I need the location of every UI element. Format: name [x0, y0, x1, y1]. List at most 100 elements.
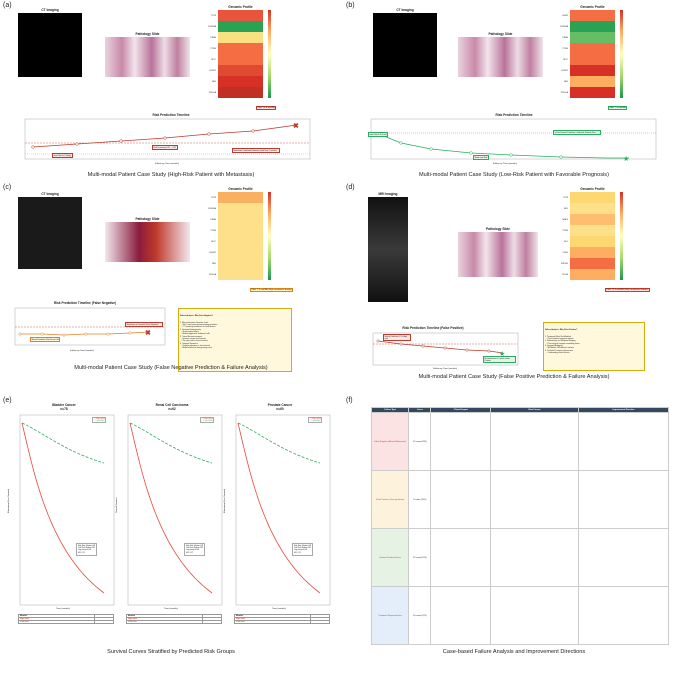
table-row: False Positive (Over-prediction) 8 cases … [370, 470, 670, 529]
root-causes [490, 470, 579, 529]
caption: Multi-modal Patient Case Study (Low-Risk… [419, 172, 609, 178]
heatmap-row: CDKN2A [560, 21, 615, 32]
tmb-badge: TMB: 7.5 mut/Mb [608, 106, 627, 110]
improvement-direction [577, 528, 670, 587]
km-ylabel: Metastasis-Free Survival [8, 488, 10, 513]
gene-label: FGFR1 [209, 251, 216, 254]
case-count: 8 cases (10%) [408, 470, 432, 529]
ct-title: CT Imaging [41, 8, 59, 12]
gene-label: CDKN2A [207, 207, 216, 210]
note-metastasis: Metastasis at 6 months (False Negative) [125, 322, 163, 327]
analysis-title: Failure Analysis: Why False Negative? [180, 314, 213, 317]
heatmap-row: PTEN [563, 225, 615, 236]
risk-timeline: ★ [370, 118, 657, 163]
heatmap-row: MAP3 [563, 214, 615, 225]
heatmap-row: FGFR1 [209, 247, 263, 258]
risk-table: Months High Risk Low Risk [125, 614, 222, 624]
km-title: Prostate Cancer [267, 403, 293, 407]
risk-table: Months High Risk Low Risk [17, 614, 114, 624]
high-risk-curve [129, 422, 213, 594]
gene-label: PTEN [562, 47, 568, 50]
survival-marker: ★ [623, 155, 629, 163]
heatmap-row: NRL [564, 203, 615, 214]
failure-table: Failure Type Cases Clinical Impact Root … [370, 407, 670, 645]
gene-label: RB1 [212, 262, 216, 265]
km-stats: High Risk: Median: NR Low Risk: Median: … [292, 543, 314, 556]
gene-label: TP53 [211, 14, 216, 17]
km-ylabel: Overall Survival [116, 497, 118, 513]
gene-label: CDKN2A [559, 25, 568, 28]
ct-image [373, 13, 437, 77]
caption: Survival Curves Stratified by Predicted … [107, 649, 235, 655]
case-count: 15 cases (18%) [408, 412, 432, 471]
gene-label: PROM1 [560, 262, 568, 265]
panel-a: (a) CT Imaging Pathology Slide Genomic P… [0, 0, 342, 180]
case-count: 12 cases (14%) [408, 528, 432, 587]
km-n: n=78 [60, 407, 68, 411]
heatmap-row: TP53 [211, 10, 263, 21]
table-header-row: Failure Type Cases Clinical Impact Root … [370, 407, 670, 413]
root-causes [490, 412, 579, 471]
heatmap-row: MYC [212, 236, 263, 247]
gene-label: PIK3CA [560, 91, 568, 94]
table-row: Treatment Response Error 10 cases (12%) [370, 586, 670, 645]
gene-label: CDKN2A [207, 25, 216, 28]
genomic-heatmap: TP53 CDKN2A KRAS PTEN MYC FGFR1 RB1 PIK3CA [208, 192, 263, 280]
caption: Multi-modal Patient Case Study (High-Ris… [87, 172, 255, 178]
panel-b: (b) CT Imaging Pathology Slide Genomic P… [343, 0, 685, 180]
x-axis-label: Follow-up Time (months) [155, 163, 180, 165]
x-axis-label: Follow-up Time (months) [433, 368, 458, 370]
timeline-title: Risk Prediction Timeline (False Positive… [402, 326, 464, 330]
risk-timeline: ✖ [24, 118, 311, 160]
improvement-direction [577, 412, 670, 471]
low-risk-curve [237, 422, 321, 464]
pathology-image [105, 37, 190, 77]
colorbar [620, 192, 623, 280]
note-wrong: Wrong Prediction 0.79 (High risk) [383, 334, 411, 341]
risk-timeline: ✖ [14, 307, 166, 346]
failure-analysis-box: Failure Analysis: Why False Positive? 1.… [543, 322, 645, 371]
heatmap-row: TP53 [563, 192, 615, 203]
ct-title: CT Imaging [396, 8, 414, 12]
km-legend: — High Risk - - Low Risk [200, 417, 215, 423]
panel-d: (d) MRI Imaging Pathology Slide Genomic … [343, 182, 685, 382]
tmb-badge: TMB: 7.3 mut/Mb (High mutational burden) [250, 288, 294, 292]
high-risk-curve [237, 422, 321, 594]
km-n: n=60 [276, 407, 284, 411]
genomic-heatmap: TP53 NRL MAP3 PTEN BCL CDH1 PROM1 CTLA4 [561, 192, 615, 280]
note-stable: Stable Low Risk [473, 155, 489, 160]
gene-label: MYC [563, 58, 568, 61]
genomic-heatmap: EGFR CDKN2A KRAS PTEN MYC FGFR1 RB1 PIK3CA [560, 10, 615, 98]
failure-type: False Positive (Over-prediction) [370, 470, 410, 529]
pathology-image [458, 37, 543, 77]
note-increasing: Risk Increasing 0.81 → 0.87 [152, 145, 178, 150]
colorbar [620, 10, 623, 98]
heatmap-row: MYC [564, 54, 615, 65]
km-stats: High Risk: Median: NR Low Risk: Median: … [184, 543, 206, 556]
heatmap-row: PIK3CA [561, 87, 615, 98]
analysis-text: 1. Treatment Effect Not Modeled - Post-t… [545, 335, 580, 354]
panel-f: (f) Failure Type Cases Clinical Impact R… [343, 393, 685, 673]
heatmap-row: KRAS [211, 32, 263, 43]
km-title: Bladder Cancer [52, 403, 76, 407]
gene-label: FGFR1 [561, 69, 568, 72]
km-xlabel: Time (months) [272, 608, 287, 610]
gene-label: FGFR1 [209, 69, 216, 72]
pathology-title: Pathology Slide [488, 32, 513, 36]
timeline-title: Risk Prediction Timeline [152, 113, 190, 117]
genomic-title: Genomic Profile [228, 187, 253, 191]
km-ylabel: Metastasis-Free Survival [224, 488, 226, 513]
analysis-text: 1. Micro-metastasis Detection Limit - Su… [180, 321, 218, 350]
gene-label: PTEN [210, 229, 216, 232]
missed-marker: ✖ [145, 329, 151, 337]
heatmap-row: FGFR1 [561, 65, 615, 76]
failure-type: False Negative (Missed Metastasis) [370, 412, 410, 471]
heatmap-row: PTEN [211, 225, 263, 236]
panel-label: (a) [3, 2, 12, 9]
metastasis-marker: ✖ [293, 122, 299, 130]
root-causes [490, 586, 579, 645]
heatmap-row: PTEN [211, 43, 263, 54]
km-legend: — High Risk - - Low Risk [308, 417, 323, 423]
genomic-title: Genomic Profile [580, 5, 605, 9]
table-row: False Negative (Missed Metastasis) 15 cas… [370, 412, 670, 471]
